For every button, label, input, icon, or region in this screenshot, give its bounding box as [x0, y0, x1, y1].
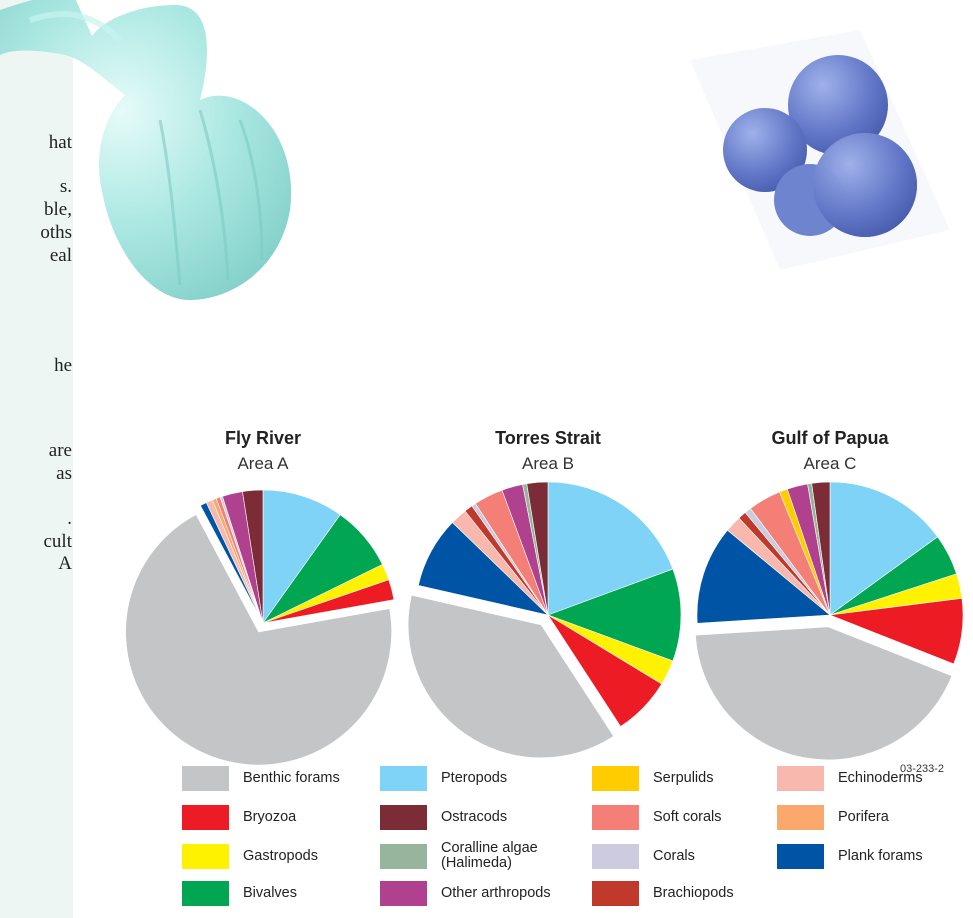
legend-swatch — [592, 804, 639, 830]
pie-slice-ostracods — [526, 481, 549, 616]
pie-chart-gulf-of-papua: Gulf of Papua Area C — [695, 428, 964, 761]
pie-slice-bryozoa — [829, 597, 964, 665]
pie-subtitle: Area A — [237, 454, 289, 473]
sidebar-text-fragment: . — [67, 508, 72, 529]
pie-slice-benthic-forams — [407, 594, 615, 759]
legend-swatch — [380, 765, 427, 791]
pie-slice-ostracods — [242, 489, 264, 624]
pie-slice-bryozoa — [547, 614, 663, 727]
legend-label: Bivalves — [243, 884, 297, 901]
pie-title: Gulf of Papua — [772, 428, 890, 448]
pie-slice-pteropods — [262, 489, 341, 624]
legend-item: Coralline algae (Halimeda) — [380, 841, 551, 871]
legend-swatch — [182, 804, 229, 830]
legend-item: Pteropods — [380, 763, 507, 793]
legend-swatch — [777, 843, 824, 869]
legend-item: Benthic forams — [182, 763, 340, 793]
sidebar-text-fragment: A — [58, 553, 72, 574]
legend-swatch — [592, 880, 639, 906]
legend-swatch — [777, 804, 824, 830]
pie-title: Fly River — [225, 428, 301, 448]
legend-swatch — [182, 843, 229, 869]
legend-label: Porifera — [838, 808, 889, 825]
legend-swatch — [592, 843, 639, 869]
legend-label: Brachiopods — [653, 884, 734, 901]
legend-swatch — [380, 880, 427, 906]
sidebar-text-fragment: cult — [43, 531, 73, 552]
legend-label: Coralline algae (Halimeda) — [441, 840, 538, 871]
sidebar-text-fragment: are — [48, 440, 72, 461]
pie-slice-pteropods — [829, 481, 939, 616]
pie-slice-benthic-forams — [125, 514, 392, 766]
sidebar-text-fragment: eal — [49, 245, 72, 266]
pteropod-shell-micrograph — [0, 0, 292, 300]
pie-slice-bivalves — [547, 568, 682, 662]
sidebar-text-fragment: he — [54, 355, 72, 376]
legend-item: Soft corals — [592, 802, 722, 832]
pie-title: Torres Strait — [495, 428, 601, 448]
legend-item: Serpulids — [592, 763, 713, 793]
legend-label: Soft corals — [653, 808, 722, 825]
legend-label: Plank forams — [838, 847, 923, 864]
legend-item: Echinoderms — [777, 763, 923, 793]
legend-label: Ostracods — [441, 808, 508, 825]
pie-slice-bryozoa — [262, 579, 395, 624]
legend-label: Bryozoa — [243, 808, 297, 825]
legend-swatch — [777, 765, 824, 791]
legend-label: Serpulids — [653, 769, 714, 786]
sidebar-text-fragment: s. — [59, 176, 72, 197]
legend-swatch — [182, 880, 229, 906]
legend-item: Bivalves — [182, 878, 297, 908]
legend-swatch — [592, 765, 639, 791]
planktonic-foram-micrograph — [690, 30, 950, 270]
legend-item: Corals — [592, 841, 695, 871]
legend-label: Echinoderms — [838, 769, 923, 786]
pie-slice-ostracods — [811, 481, 831, 616]
legend-swatch — [182, 765, 229, 791]
pie-chart-torres-strait: Torres Strait Area B — [407, 428, 682, 759]
legend-label: Benthic forams — [243, 769, 340, 786]
pie-slice-plank-forams — [696, 529, 831, 624]
sidebar-text-fragment: hat — [48, 132, 72, 153]
legend-label: Corals — [653, 847, 695, 864]
sidebar-text-fragment: oths — [40, 222, 72, 243]
legend-item: Ostracods — [380, 802, 507, 832]
legend-item: Plank forams — [777, 841, 923, 871]
text-sidebar — [0, 0, 73, 918]
legend-swatch — [380, 804, 427, 830]
legend-swatch — [380, 843, 427, 869]
pie-chart-fly-river: Fly River Area A — [125, 428, 395, 766]
sidebar-text-fragment: ble, — [44, 199, 72, 220]
sidebar-text-fragment: as — [56, 463, 72, 484]
legend-label: Other arthropods — [441, 884, 551, 901]
pie-slice-pteropods — [547, 481, 674, 616]
legend-item: Other arthropods — [380, 878, 551, 908]
legend-item: Porifera — [777, 802, 889, 832]
pie-slice-benthic-forams — [695, 626, 953, 761]
legend-label: Gastropods — [243, 847, 318, 864]
figure-code: 03-233-2 — [900, 763, 945, 775]
pie-subtitle: Area C — [804, 454, 857, 473]
legend-item: Bryozoa — [182, 802, 296, 832]
legend-label: Pteropods — [441, 769, 508, 786]
legend-item: Brachiopods — [592, 878, 734, 908]
legend-item: Gastropods — [182, 841, 318, 871]
pie-subtitle: Area B — [522, 454, 574, 473]
